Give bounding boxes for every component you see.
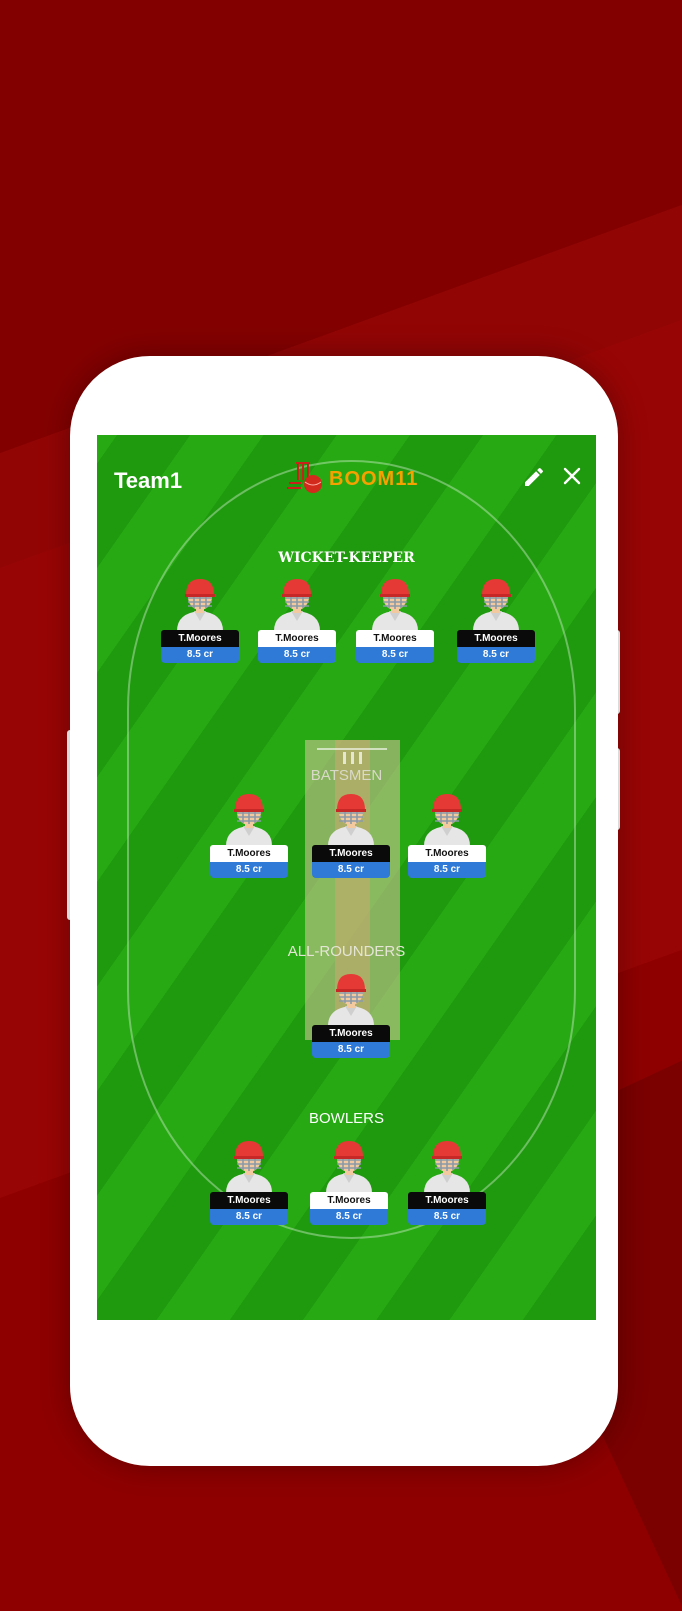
player-avatar-icon bbox=[372, 579, 418, 631]
player-price: 8.5 cr bbox=[161, 647, 239, 663]
player-card-bat-1[interactable]: T.Moores 8.5 cr bbox=[210, 792, 288, 882]
player-price: 8.5 cr bbox=[310, 1209, 388, 1225]
player-name: T.Moores bbox=[161, 630, 239, 647]
crease bbox=[317, 748, 387, 750]
player-card-bat-3[interactable]: T.Moores 8.5 cr bbox=[408, 792, 486, 882]
section-title-batsmen: BATSMEN bbox=[310, 767, 383, 784]
player-name: T.Moores bbox=[312, 845, 390, 862]
player-name: T.Moores bbox=[408, 1192, 486, 1209]
player-name: T.Moores bbox=[457, 630, 535, 647]
player-card-ar-1[interactable]: T.Moores 8.5 cr bbox=[312, 972, 390, 1062]
player-name: T.Moores bbox=[312, 1025, 390, 1042]
player-avatar-icon bbox=[424, 1141, 470, 1193]
player-card-bat-2[interactable]: T.Moores 8.5 cr bbox=[312, 792, 390, 882]
wicket-ball-icon bbox=[287, 462, 322, 493]
player-card-wk-3[interactable]: T.Moores 8.5 cr bbox=[356, 577, 434, 667]
player-price: 8.5 cr bbox=[356, 647, 434, 663]
edit-button[interactable] bbox=[522, 465, 546, 489]
section-title-bowlers: BOWLERS bbox=[308, 1110, 384, 1127]
player-avatar-icon bbox=[274, 579, 320, 631]
player-card-wk-4[interactable]: T.Moores 8.5 cr bbox=[457, 577, 535, 667]
player-avatar-icon bbox=[326, 1141, 372, 1193]
section-title-all-rounders: ALL-ROUNDERS bbox=[287, 943, 406, 960]
brand-logo: BOOM11 bbox=[287, 460, 417, 496]
player-name: T.Moores bbox=[408, 845, 486, 862]
player-price: 8.5 cr bbox=[258, 647, 336, 663]
brand-name: BOOM11 bbox=[329, 468, 419, 490]
player-name: T.Moores bbox=[210, 1192, 288, 1209]
player-card-bowl-2[interactable]: T.Moores 8.5 cr bbox=[310, 1139, 388, 1229]
stumps bbox=[343, 752, 363, 764]
player-price: 8.5 cr bbox=[408, 1209, 486, 1225]
player-price: 8.5 cr bbox=[210, 862, 288, 878]
player-card-bowl-1[interactable]: T.Moores 8.5 cr bbox=[210, 1139, 288, 1229]
player-avatar-icon bbox=[177, 579, 223, 631]
player-name: T.Moores bbox=[258, 630, 336, 647]
player-price: 8.5 cr bbox=[210, 1209, 288, 1225]
team-name: Team1 bbox=[114, 468, 183, 493]
player-card-wk-1[interactable]: T.Moores 8.5 cr bbox=[161, 577, 239, 667]
player-avatar-icon bbox=[328, 974, 374, 1026]
player-price: 8.5 cr bbox=[457, 647, 535, 663]
player-price: 8.5 cr bbox=[408, 862, 486, 878]
player-card-wk-2[interactable]: T.Moores 8.5 cr bbox=[258, 577, 336, 667]
player-card-bowl-3[interactable]: T.Moores 8.5 cr bbox=[408, 1139, 486, 1229]
player-price: 8.5 cr bbox=[312, 862, 390, 878]
player-name: T.Moores bbox=[210, 845, 288, 862]
player-name: T.Moores bbox=[310, 1192, 388, 1209]
player-name: T.Moores bbox=[356, 630, 434, 647]
pencil-icon bbox=[525, 467, 544, 486]
section-title-wicket-keeper: WICKET-KEEPER bbox=[278, 550, 415, 566]
player-avatar-icon bbox=[473, 579, 519, 631]
close-button[interactable] bbox=[560, 464, 584, 488]
field-boundary bbox=[127, 460, 576, 1239]
player-avatar-icon bbox=[328, 794, 374, 846]
close-icon bbox=[563, 467, 581, 485]
cricket-field: Team1 BOOM11 WICKET-KEEPER BATSMEN ALL-R… bbox=[97, 435, 596, 1320]
player-price: 8.5 cr bbox=[312, 1042, 390, 1058]
player-avatar-icon bbox=[226, 1141, 272, 1193]
player-avatar-icon bbox=[226, 794, 272, 846]
player-avatar-icon bbox=[424, 794, 470, 846]
